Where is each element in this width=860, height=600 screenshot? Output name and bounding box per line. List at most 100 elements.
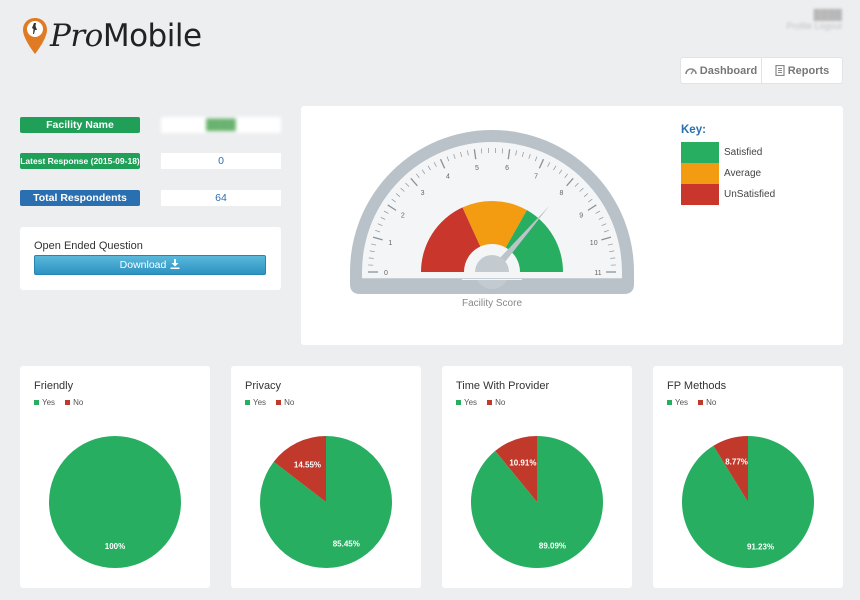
reports-icon [775, 65, 785, 76]
legend-no-swatch [487, 400, 493, 405]
pie-title: Privacy [245, 380, 282, 392]
reports-button[interactable]: Reports [761, 58, 842, 83]
legend-no[interactable]: No [487, 398, 505, 407]
open-ended-title: Open Ended Question [34, 240, 143, 252]
pie-label-yes: 100% [105, 542, 125, 551]
legend-no-label: No [495, 398, 506, 407]
pie-chart-privacy: 85.45% 14.55% [260, 436, 392, 568]
gauge-tick-label: 7 [534, 174, 538, 181]
legend-yes[interactable]: Yes [245, 398, 266, 407]
gauge-minor-tick [383, 210, 389, 214]
key-item-satisfied: Satisfied [681, 142, 775, 163]
pie-legend: Yes No [456, 398, 505, 407]
dashboard-icon [684, 66, 697, 75]
gauge-tick-label: 2 [401, 213, 405, 220]
gauge-minor-tick [610, 257, 616, 259]
gauge-minor-tick [391, 198, 396, 203]
facility-score-gauge: 0 1 2 3 4 5 6 7 8 9 10 11 Facility Score [350, 130, 634, 309]
user-menu[interactable]: ████ Profile Logout [752, 10, 842, 31]
facility-name-row: Facility Name ████ [20, 117, 281, 133]
logo-text: ProMobile [50, 18, 202, 54]
pie-slice-no [495, 436, 537, 502]
key-swatch-unsatisfied [681, 184, 719, 205]
key-label-unsatisfied: UnSatisfied [724, 189, 776, 200]
gauge-key: Key: Satisfied Average UnSatisfied [681, 124, 775, 205]
pie-title: FP Methods [667, 380, 727, 392]
legend-yes-swatch [245, 400, 250, 405]
legend-yes[interactable]: Yes [456, 398, 477, 407]
pie-card-fp-methods: FP Methods Yes No 91.23% 8.77% [653, 366, 843, 588]
gauge-band-0 [421, 207, 481, 272]
gauge-minor-tick [558, 169, 563, 174]
download-icon [170, 258, 180, 272]
gauge-tick-label: 9 [579, 213, 583, 220]
profile-logout-link[interactable]: Profile Logout [786, 21, 842, 31]
gauge-minor-tick [433, 162, 437, 167]
gauge-minor-tick [377, 223, 383, 226]
pie-chart-time-with-provider: 89.09% 10.91% [471, 436, 603, 568]
download-label: Download [119, 259, 167, 271]
gauge-major-tick [387, 204, 397, 211]
legend-no-label: No [706, 398, 717, 407]
legend-yes[interactable]: Yes [34, 398, 55, 407]
gauge-minor-tick [564, 173, 568, 178]
gauge-minor-tick [579, 187, 584, 192]
pie-title: Time With Provider [456, 380, 550, 392]
gauge-major-tick [538, 158, 545, 169]
top-nav: Dashboard Reports [680, 57, 843, 84]
legend-yes-label: Yes [675, 398, 689, 407]
gauge-minor-tick [421, 169, 426, 174]
gauge-minor-tick [446, 156, 450, 162]
gauge-tick-label: 11 [594, 270, 601, 277]
gauge-minor-tick [583, 193, 589, 197]
gauge-tick-label: 1 [388, 240, 392, 247]
gauge-minor-tick [395, 193, 401, 197]
pie-slice-yes [49, 436, 181, 568]
gauge-tick-label: 0 [384, 270, 388, 277]
gauge-major-tick [372, 236, 383, 241]
legend-yes[interactable]: Yes [667, 398, 688, 407]
gauge-minor-tick [598, 216, 604, 220]
gauge-minor-tick [528, 153, 531, 159]
gauge-minor-tick [601, 223, 607, 226]
key-swatch-satisfied [681, 142, 719, 163]
gauge-major-tick [601, 236, 612, 241]
legend-yes-swatch [34, 400, 39, 405]
legend-no-swatch [698, 400, 704, 405]
facility-name-value: ████ [161, 117, 281, 133]
gauge-minor-tick [380, 216, 386, 220]
app-logo[interactable]: ProMobile [22, 14, 202, 58]
download-button[interactable]: Download [34, 255, 266, 275]
gauge-band-1 [462, 201, 527, 248]
dashboard-button[interactable]: Dashboard [681, 58, 761, 83]
legend-no[interactable]: No [698, 398, 716, 407]
gauge-ticks [368, 148, 616, 273]
legend-no-label: No [284, 398, 295, 407]
total-respondents-value: 64 [161, 190, 281, 206]
gauge-tick-label: 3 [421, 190, 425, 197]
gauge-minor-tick [371, 243, 377, 246]
reports-label: Reports [787, 64, 830, 77]
pie-chart-fp-methods: 91.23% 8.77% [682, 436, 814, 568]
legend-no[interactable]: No [65, 398, 83, 407]
legend-no[interactable]: No [276, 398, 294, 407]
gauge-caption: Facility Score [462, 298, 522, 309]
pie-label-no: 14.55% [294, 460, 321, 469]
gauge-minor-tick [375, 230, 381, 233]
pie-card-time-with-provider: Time With Provider Yes No 89.09% 10.91% [442, 366, 632, 588]
pie-legend: Yes No [245, 398, 294, 407]
open-ended-card: Open Ended Question Download [20, 227, 281, 290]
gauge-minor-tick [515, 150, 517, 156]
facility-score-card: 0 1 2 3 4 5 6 7 8 9 10 11 Facility Score Key: Satisf… [301, 106, 843, 345]
legend-yes-label: Yes [253, 398, 267, 407]
legend-yes-swatch [456, 400, 461, 405]
gauge-minor-tick [368, 257, 374, 259]
facility-name-label: Facility Name [20, 117, 140, 133]
gauge-minor-tick [588, 198, 593, 203]
key-label-average: Average [724, 168, 762, 179]
gauge-major-tick [439, 158, 446, 169]
latest-response-row: Latest Response (2015-09-18) 0 [20, 153, 281, 169]
gauge-tick-label: 8 [559, 190, 563, 197]
dashboard-label: Dashboard [699, 64, 758, 77]
latest-response-value: 0 [161, 153, 281, 169]
